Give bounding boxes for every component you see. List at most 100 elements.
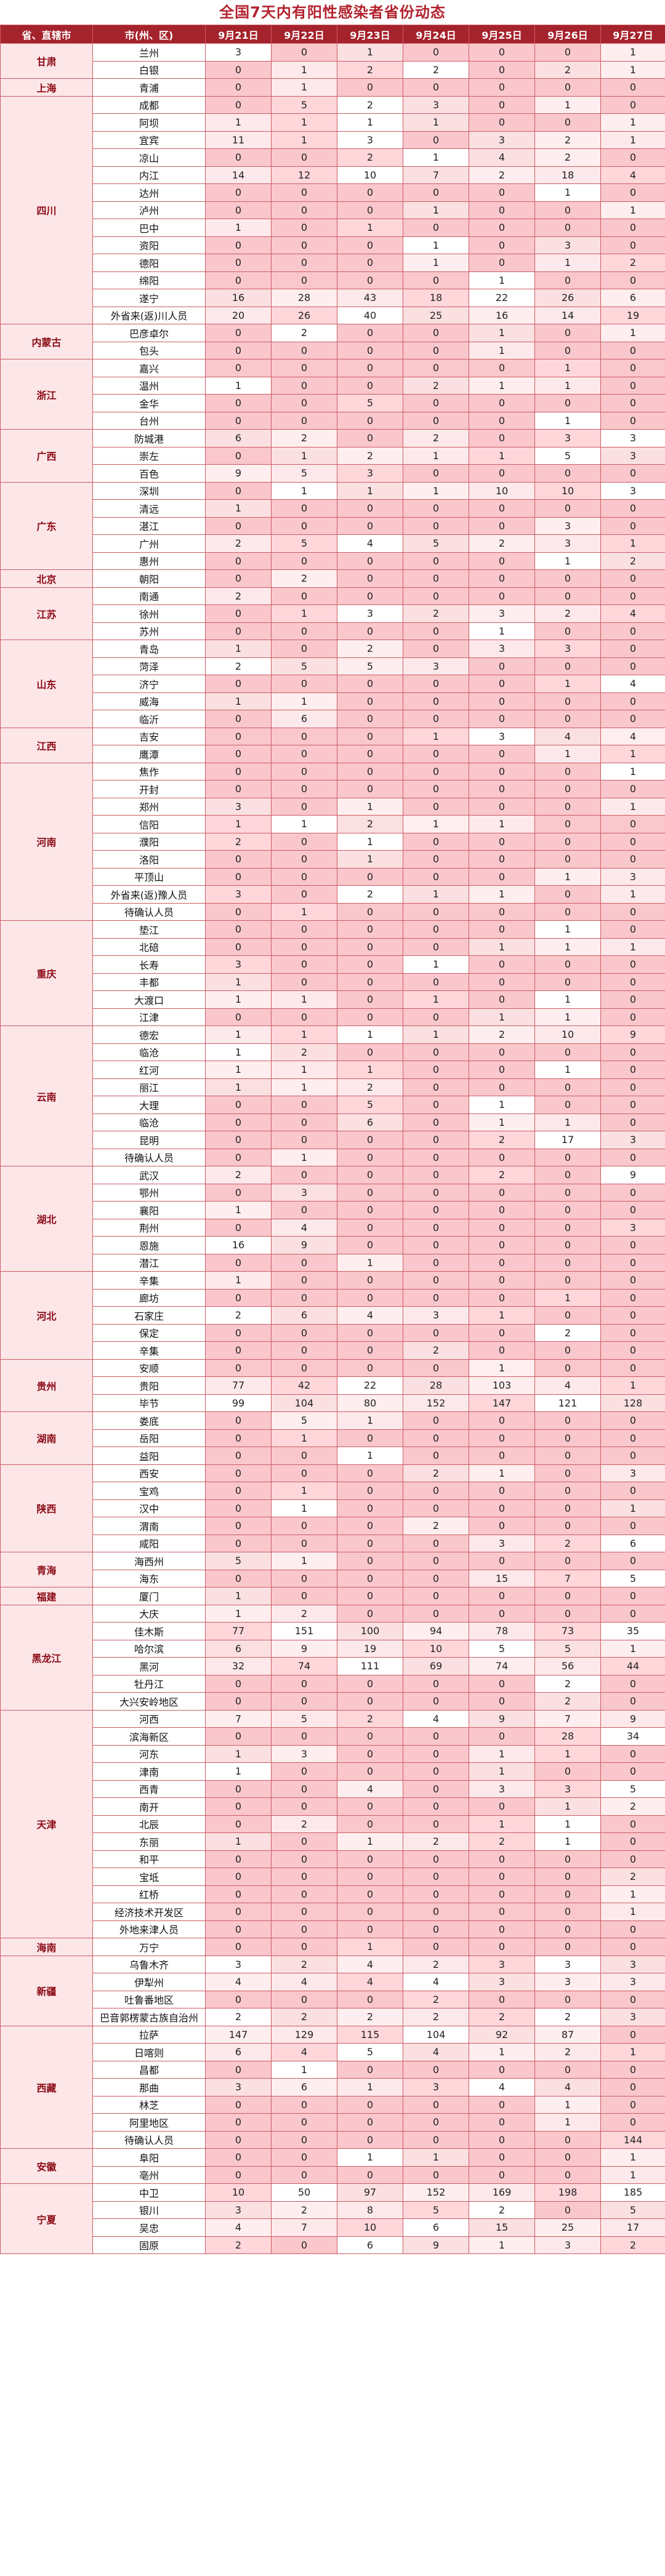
count-cell: 80: [337, 1394, 403, 1412]
table-row: 浙江 嘉兴 0 0 0 0 0 1 0: [0, 359, 665, 430]
count-cell: 0: [469, 990, 535, 1009]
table-row: 外省来(返)豫人员 3 0 2 1 1 0 1: [1, 885, 665, 904]
count-cell: 0: [403, 1552, 469, 1570]
table-row: 北辰 0 2 0 0 1 1 0: [1, 1815, 665, 1833]
count-cell: 0: [271, 780, 337, 798]
count-cell: 0: [403, 1534, 469, 1552]
count-cell: 0: [271, 1008, 337, 1026]
table-row: 黑河 32 74 111 69 74 56 44: [1, 1657, 665, 1675]
table-row: 临沧 1 2 0 0 0 0 0: [1, 1043, 665, 1061]
count-cell: 0: [205, 1288, 272, 1307]
count-cell: 0: [600, 219, 665, 237]
count-cell: 5: [403, 534, 469, 553]
count-cell: 0: [205, 710, 272, 728]
count-cell: 0: [205, 1938, 272, 1956]
count-cell: 4: [600, 727, 665, 745]
count-cell: 7: [271, 2218, 337, 2237]
count-cell: 0: [534, 2130, 601, 2149]
count-cell: 0: [600, 1517, 665, 1535]
count-cell: 2: [337, 1078, 403, 1096]
count-cell: 152: [403, 2183, 469, 2202]
count-cell: 1: [469, 1358, 535, 1377]
count-cell: 77: [205, 1376, 272, 1395]
count-cell: 0: [469, 1236, 535, 1254]
count-cell: 0: [600, 1148, 665, 1166]
count-cell: 10: [534, 481, 601, 500]
count-cell: 1: [469, 1096, 535, 1114]
count-cell: 2: [337, 446, 403, 465]
city-name: 河东: [92, 1744, 206, 1763]
count-cell: 0: [403, 1674, 469, 1693]
count-cell: 0: [403, 1096, 469, 1114]
count-cell: 0: [469, 1323, 535, 1342]
table-row: 徐州 0 1 3 2 3 2 4: [1, 604, 665, 623]
count-cell: 2: [337, 60, 403, 79]
count-cell: 0: [600, 1850, 665, 1868]
city-name: 黑河: [92, 1657, 206, 1675]
table-row: 青海 海西州 5 1 0 0 0 0 0: [0, 1552, 665, 1587]
count-cell: 0: [600, 832, 665, 851]
table-row: 襄阳 1 0 0 0 0 0 0: [1, 1201, 665, 1219]
city-name: 平顶山: [92, 867, 206, 886]
count-cell: 0: [337, 1464, 403, 1482]
city-name: 菏泽: [92, 657, 206, 675]
city-name: 长寿: [92, 955, 206, 974]
count-cell: 32: [205, 1657, 272, 1675]
count-cell: 0: [600, 1113, 665, 1131]
count-cell: 0: [337, 1218, 403, 1237]
count-cell: 0: [534, 1482, 601, 1500]
count-cell: 1: [534, 937, 601, 956]
count-cell: 3: [403, 95, 469, 114]
count-cell: 0: [403, 1692, 469, 1711]
count-cell: 99: [205, 1394, 272, 1412]
count-cell: 3: [271, 1744, 337, 1763]
count-cell: 0: [403, 1043, 469, 1061]
count-cell: 0: [403, 973, 469, 991]
count-cell: 0: [469, 219, 535, 237]
count-cell: 151: [271, 1622, 337, 1640]
count-cell: 1: [600, 113, 665, 132]
city-name: 巴音郭楞蒙古族自治州: [92, 2008, 206, 2026]
city-name: 阜阳: [92, 2148, 206, 2167]
count-cell: 1: [271, 1499, 337, 1517]
count-cell: 0: [469, 1482, 535, 1500]
count-cell: 0: [271, 1797, 337, 1816]
count-cell: 2: [337, 148, 403, 167]
count-cell: 1: [534, 1288, 601, 1307]
count-cell: 0: [600, 394, 665, 412]
count-cell: 0: [403, 271, 469, 289]
count-cell: 1: [469, 2043, 535, 2061]
count-cell: 0: [534, 499, 601, 518]
count-cell: 6: [403, 2218, 469, 2237]
count-cell: 0: [469, 902, 535, 921]
count-cell: 0: [403, 745, 469, 763]
count-cell: 0: [534, 710, 601, 728]
count-cell: 0: [271, 1341, 337, 1360]
count-cell: 2: [205, 534, 272, 553]
count-cell: 2: [205, 1306, 272, 1325]
count-cell: 0: [469, 2060, 535, 2079]
count-cell: 2: [469, 1832, 535, 1851]
count-cell: 0: [271, 359, 337, 377]
count-cell: 0: [600, 95, 665, 114]
table-row: 待确认人员 0 1 0 0 0 0 0: [1, 902, 665, 921]
count-cell: 0: [469, 1341, 535, 1360]
count-cell: 2: [403, 604, 469, 623]
count-cell: 1: [205, 1061, 272, 1079]
count-cell: 0: [337, 201, 403, 219]
count-cell: 0: [600, 1061, 665, 1079]
city-name: 台州: [92, 411, 206, 430]
count-cell: 0: [337, 990, 403, 1009]
count-cell: 0: [337, 920, 403, 939]
table-row: 鹰潭 0 0 0 0 0 1 1: [1, 745, 665, 763]
header-city: 市(州、区): [92, 25, 206, 44]
province-name: 河北: [0, 1271, 93, 1360]
count-cell: 1: [205, 1201, 272, 1219]
count-cell: 0: [403, 1744, 469, 1763]
count-cell: 0: [469, 60, 535, 79]
count-cell: 0: [205, 1517, 272, 1535]
count-cell: 6: [337, 2236, 403, 2254]
province-name: 海南: [0, 1938, 93, 1956]
count-cell: 0: [600, 1341, 665, 1360]
count-cell: 0: [469, 2130, 535, 2149]
